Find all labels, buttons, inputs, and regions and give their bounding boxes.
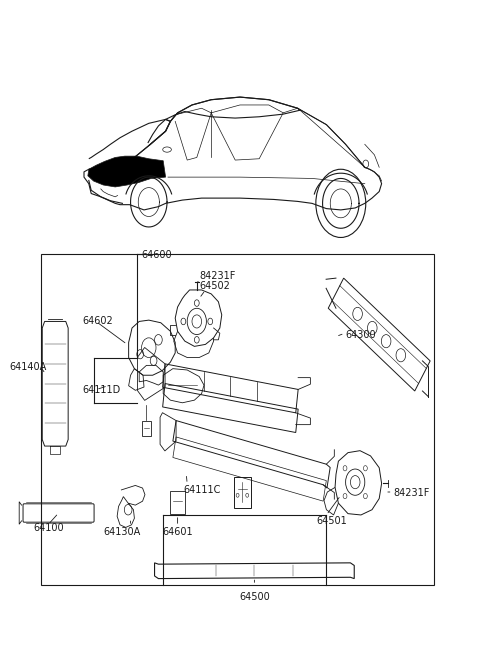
Bar	[41, 254, 434, 585]
Text: 64502: 64502	[199, 281, 230, 291]
Text: 64111C: 64111C	[183, 485, 221, 495]
Text: 84231F: 84231F	[394, 488, 430, 499]
Text: 64600: 64600	[142, 251, 172, 260]
Text: 64300: 64300	[346, 329, 376, 340]
Polygon shape	[88, 156, 166, 187]
Text: 64100: 64100	[34, 523, 64, 533]
Text: 84231F: 84231F	[199, 271, 236, 281]
Polygon shape	[122, 163, 161, 177]
Bar	[234, 477, 251, 508]
Text: 64500: 64500	[239, 592, 270, 602]
Text: 64130A: 64130A	[104, 527, 141, 537]
Text: 64501: 64501	[317, 516, 348, 526]
Text: 64602: 64602	[83, 316, 113, 327]
Bar	[142, 421, 151, 436]
Text: 64111D: 64111D	[83, 384, 121, 395]
Text: 64601: 64601	[162, 527, 193, 537]
Text: 64140A: 64140A	[10, 362, 47, 373]
